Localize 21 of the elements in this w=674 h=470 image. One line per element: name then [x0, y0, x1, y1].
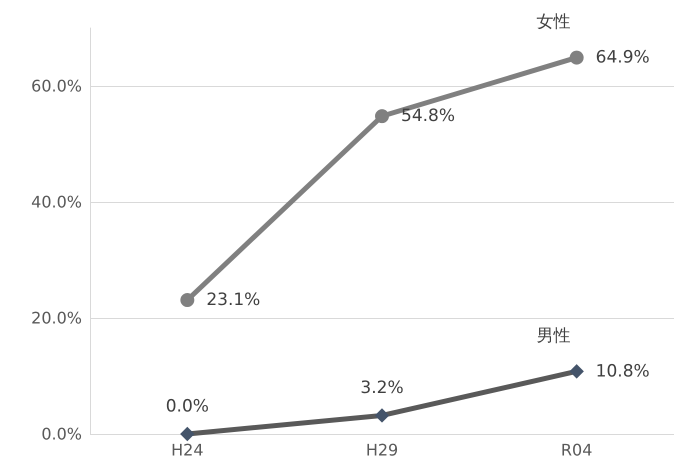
point	[375, 109, 389, 124]
series-label: 男性	[536, 326, 571, 346]
x-tick-label: H24	[171, 440, 204, 460]
point	[570, 364, 584, 378]
data-label: 0.0%	[166, 396, 209, 416]
y-tick-label: 20.0%	[31, 308, 82, 328]
data-label: 64.9%	[596, 48, 650, 68]
series-label: 女性	[536, 12, 571, 32]
y-tick-label: 0.0%	[41, 424, 82, 444]
data-label: 23.1%	[206, 290, 260, 310]
x-tick-label: H29	[366, 440, 398, 460]
data-label: 10.8%	[596, 361, 650, 382]
data-label: 3.2%	[360, 378, 404, 398]
y-tick-label: 40.0%	[31, 192, 82, 212]
point	[180, 293, 194, 308]
point	[180, 427, 194, 441]
data-label: 54.8%	[401, 106, 456, 126]
point	[375, 408, 389, 422]
x-tick-label: R04	[560, 440, 592, 460]
y-tick-label: 60.0%	[31, 76, 82, 96]
point	[570, 50, 584, 65]
